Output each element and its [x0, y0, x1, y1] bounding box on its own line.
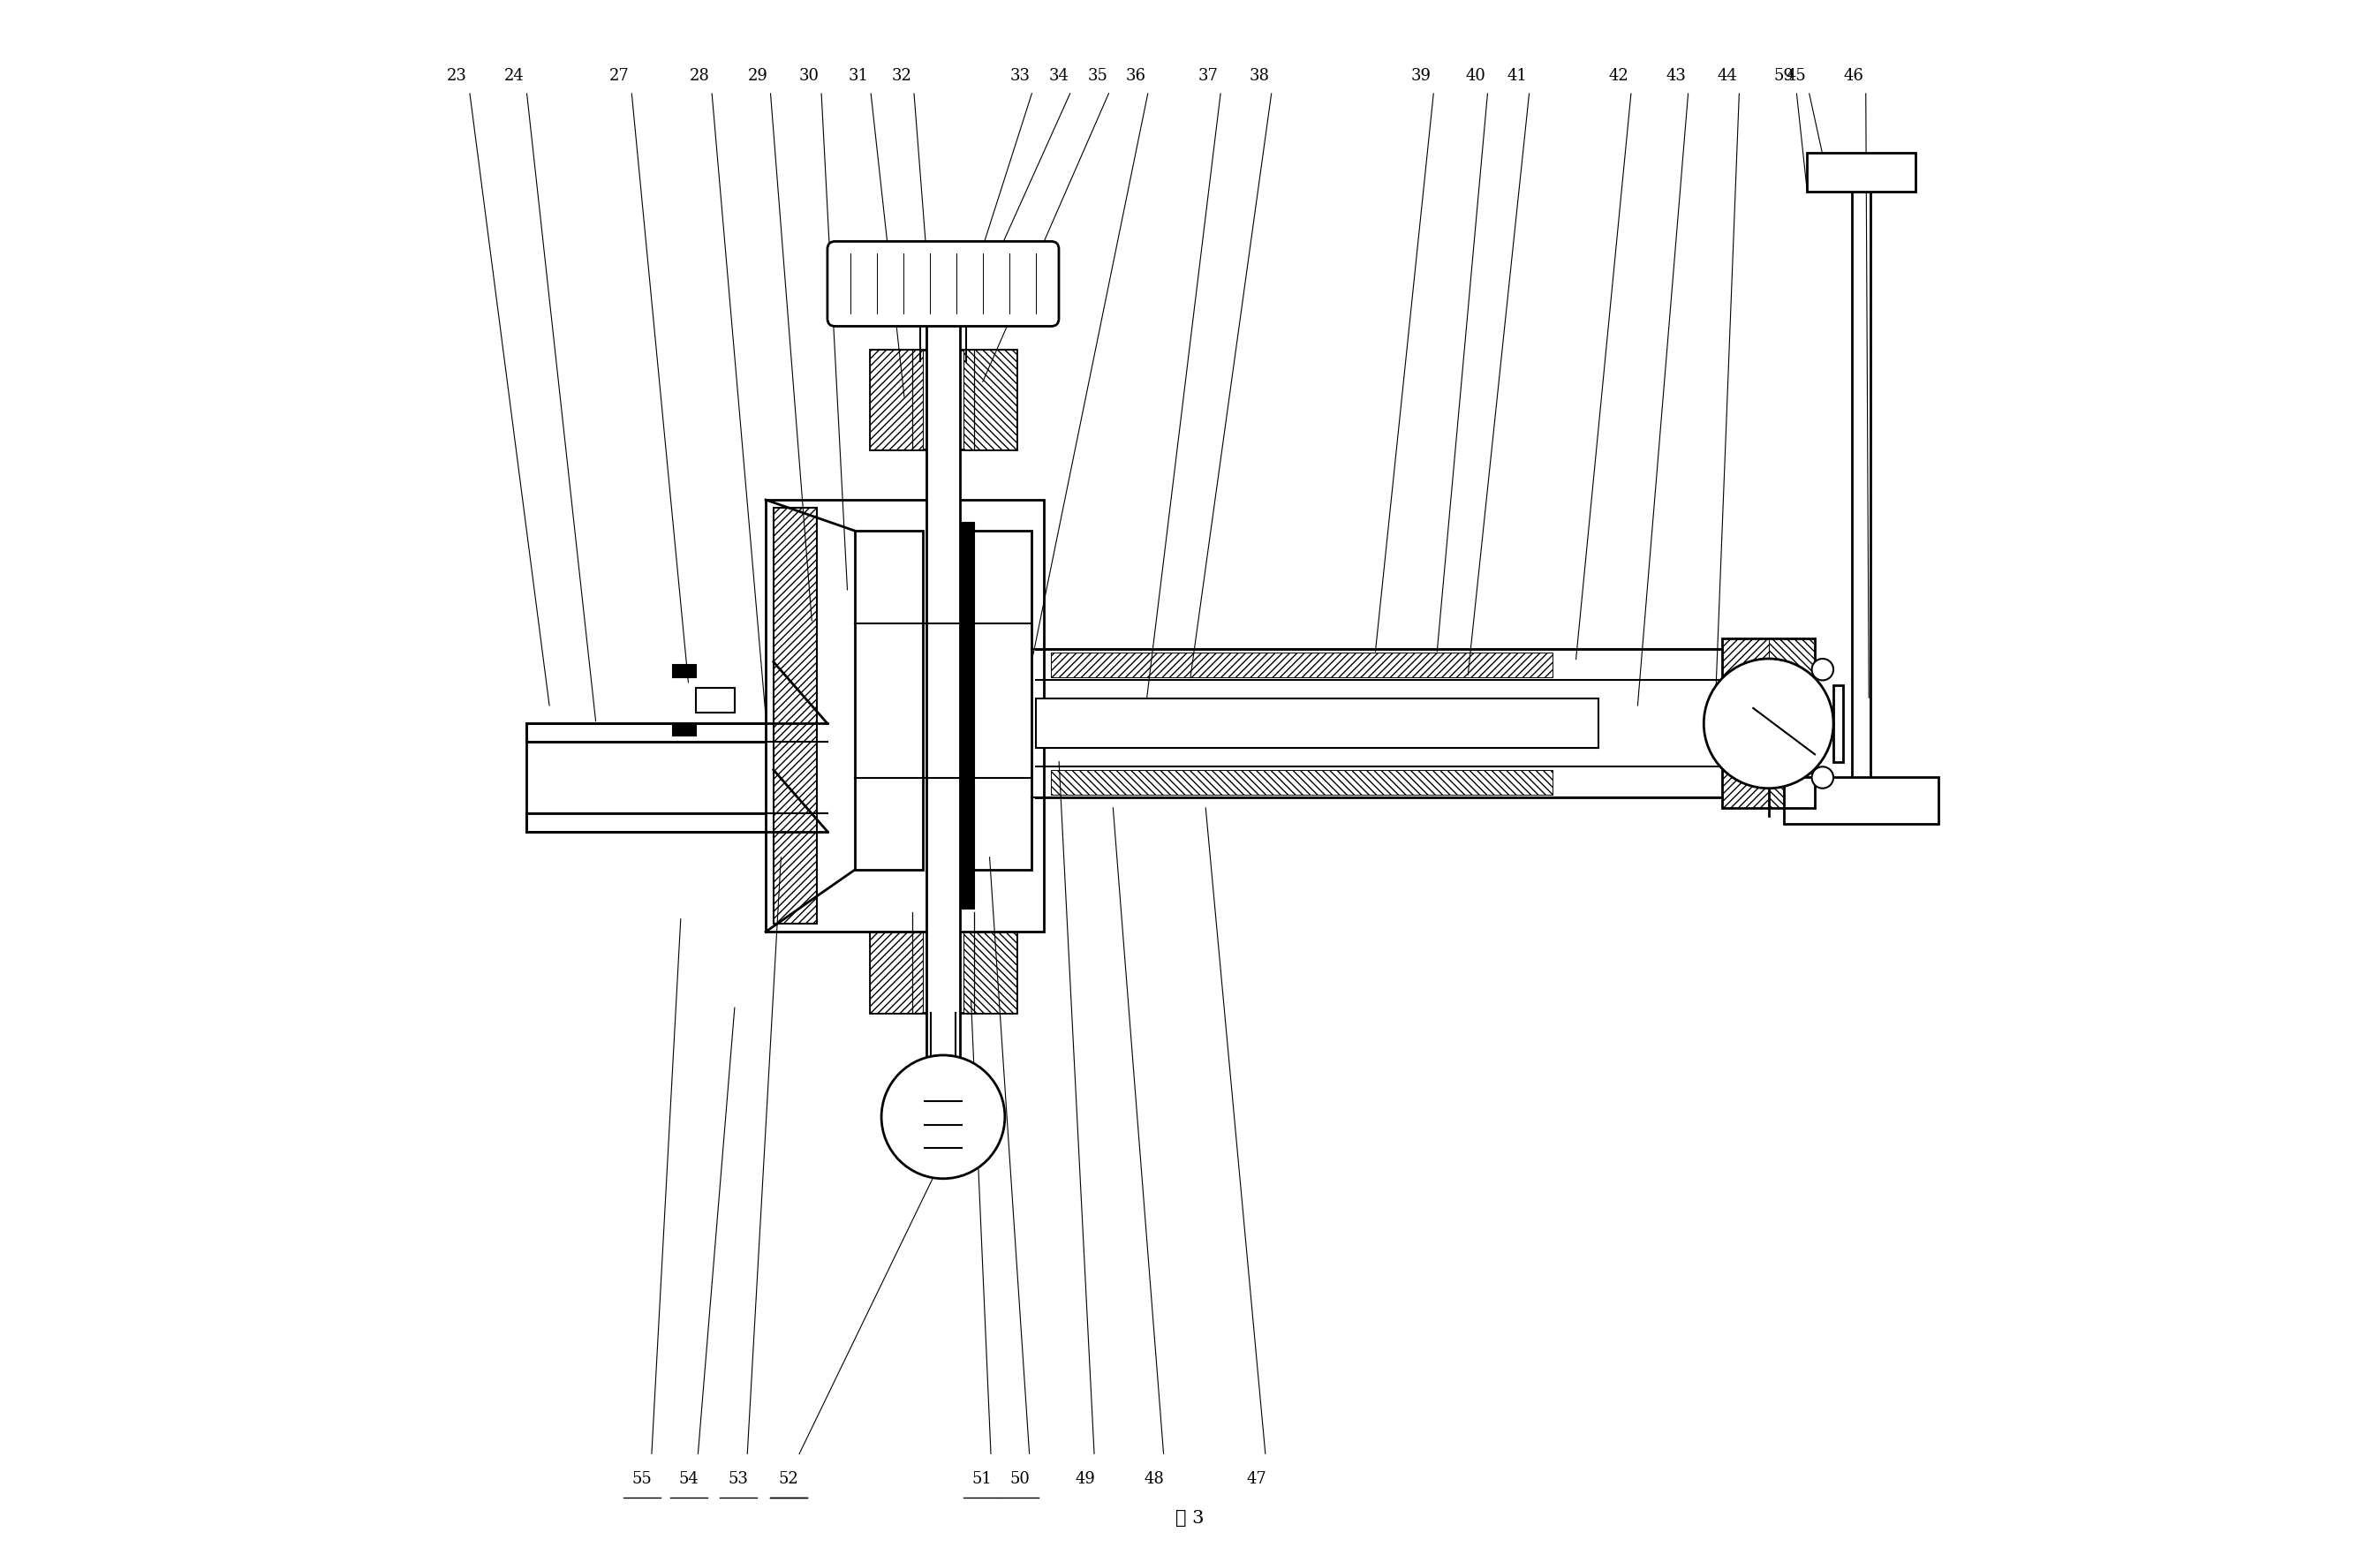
Text: 29: 29 [747, 67, 769, 84]
Polygon shape [1768, 639, 1816, 809]
Text: 40: 40 [1466, 67, 1485, 84]
Polygon shape [869, 913, 923, 1012]
Polygon shape [526, 813, 828, 832]
Text: 46: 46 [1844, 67, 1864, 84]
Polygon shape [674, 666, 697, 678]
Text: 50: 50 [1009, 1471, 1031, 1488]
Text: 24: 24 [505, 67, 524, 84]
Text: 39: 39 [1411, 67, 1433, 84]
Circle shape [881, 1056, 1004, 1179]
Text: 43: 43 [1666, 67, 1685, 84]
Text: 31: 31 [847, 67, 869, 84]
Polygon shape [766, 499, 1042, 931]
Polygon shape [942, 522, 973, 908]
Bar [964, 530, 1033, 871]
Circle shape [1704, 659, 1833, 788]
Text: 34: 34 [1050, 67, 1069, 84]
Text: 52: 52 [778, 1471, 800, 1488]
Bar [1723, 639, 1816, 809]
Polygon shape [1792, 782, 1930, 819]
Text: 54: 54 [678, 1471, 700, 1488]
Bar [926, 285, 959, 1163]
Text: 37: 37 [1200, 67, 1219, 84]
Polygon shape [1816, 157, 1906, 187]
Text: 23: 23 [447, 67, 466, 84]
Text: 28: 28 [690, 67, 709, 84]
Polygon shape [835, 530, 854, 592]
Circle shape [1811, 767, 1833, 788]
Text: 41: 41 [1507, 67, 1528, 84]
Polygon shape [1052, 770, 1552, 795]
FancyBboxPatch shape [828, 241, 1059, 327]
Text: 36: 36 [1126, 67, 1147, 84]
Text: 32: 32 [892, 67, 912, 84]
Polygon shape [1833, 684, 1842, 762]
Polygon shape [1723, 639, 1768, 809]
Polygon shape [526, 723, 828, 742]
Polygon shape [1052, 653, 1552, 678]
Text: 45: 45 [1787, 67, 1806, 84]
Text: 30: 30 [800, 67, 819, 84]
Polygon shape [854, 530, 923, 871]
Polygon shape [774, 507, 816, 924]
Text: 27: 27 [609, 67, 628, 84]
Text: 48: 48 [1145, 1471, 1164, 1488]
Text: 33: 33 [1009, 67, 1031, 84]
Bar [774, 507, 816, 924]
Text: 51: 51 [971, 1471, 992, 1488]
Bar [1035, 698, 1599, 748]
Circle shape [1811, 659, 1833, 680]
Polygon shape [869, 913, 1016, 1012]
Text: 38: 38 [1250, 67, 1269, 84]
Text: 55: 55 [633, 1471, 652, 1488]
Polygon shape [697, 687, 735, 712]
Bar [1785, 778, 1937, 824]
Text: 49: 49 [1076, 1471, 1095, 1488]
Polygon shape [964, 350, 1016, 449]
Text: 59: 59 [1773, 67, 1795, 84]
Text: 图 3: 图 3 [1176, 1510, 1204, 1527]
Polygon shape [835, 809, 854, 871]
Text: 42: 42 [1609, 67, 1628, 84]
Polygon shape [869, 350, 923, 449]
Polygon shape [964, 913, 1016, 1012]
Bar [854, 530, 923, 871]
Polygon shape [964, 530, 1033, 871]
Bar [1806, 152, 1916, 191]
Polygon shape [674, 723, 697, 736]
Text: 53: 53 [728, 1471, 747, 1488]
Text: 44: 44 [1716, 67, 1737, 84]
Text: 35: 35 [1088, 67, 1107, 84]
Text: 47: 47 [1247, 1471, 1266, 1488]
Polygon shape [869, 350, 1016, 449]
